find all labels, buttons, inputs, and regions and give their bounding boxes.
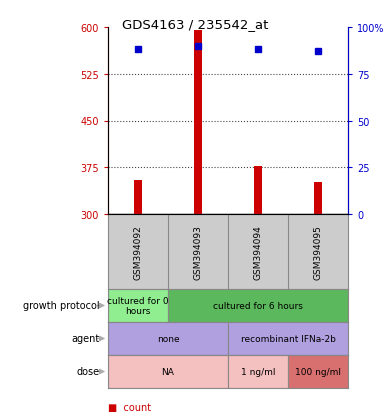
Text: ■  count: ■ count <box>108 402 151 412</box>
Bar <box>288 355 348 388</box>
Text: GSM394095: GSM394095 <box>314 225 323 279</box>
Text: recombinant IFNa-2b: recombinant IFNa-2b <box>241 334 335 343</box>
Bar <box>135 180 142 214</box>
Text: GDS4163 / 235542_at: GDS4163 / 235542_at <box>122 18 268 31</box>
Bar <box>228 355 288 388</box>
Bar <box>314 182 322 214</box>
Text: agent: agent <box>72 334 100 344</box>
Text: none: none <box>157 334 179 343</box>
Bar <box>168 289 348 322</box>
Bar <box>194 31 202 214</box>
Bar <box>108 289 168 322</box>
Bar <box>254 166 262 214</box>
Bar <box>228 322 348 355</box>
Text: growth protocol: growth protocol <box>23 301 100 311</box>
Text: cultured for 0
hours: cultured for 0 hours <box>107 296 169 316</box>
Text: GSM394092: GSM394092 <box>133 225 142 279</box>
Text: GSM394093: GSM394093 <box>193 225 202 279</box>
Text: cultured for 6 hours: cultured for 6 hours <box>213 301 303 310</box>
Text: dose: dose <box>77 367 100 377</box>
Text: 1 ng/ml: 1 ng/ml <box>241 367 275 376</box>
Text: NA: NA <box>161 367 174 376</box>
Text: GSM394094: GSM394094 <box>254 225 262 279</box>
Text: 100 ng/ml: 100 ng/ml <box>295 367 341 376</box>
Bar <box>108 355 228 388</box>
Bar <box>108 322 228 355</box>
